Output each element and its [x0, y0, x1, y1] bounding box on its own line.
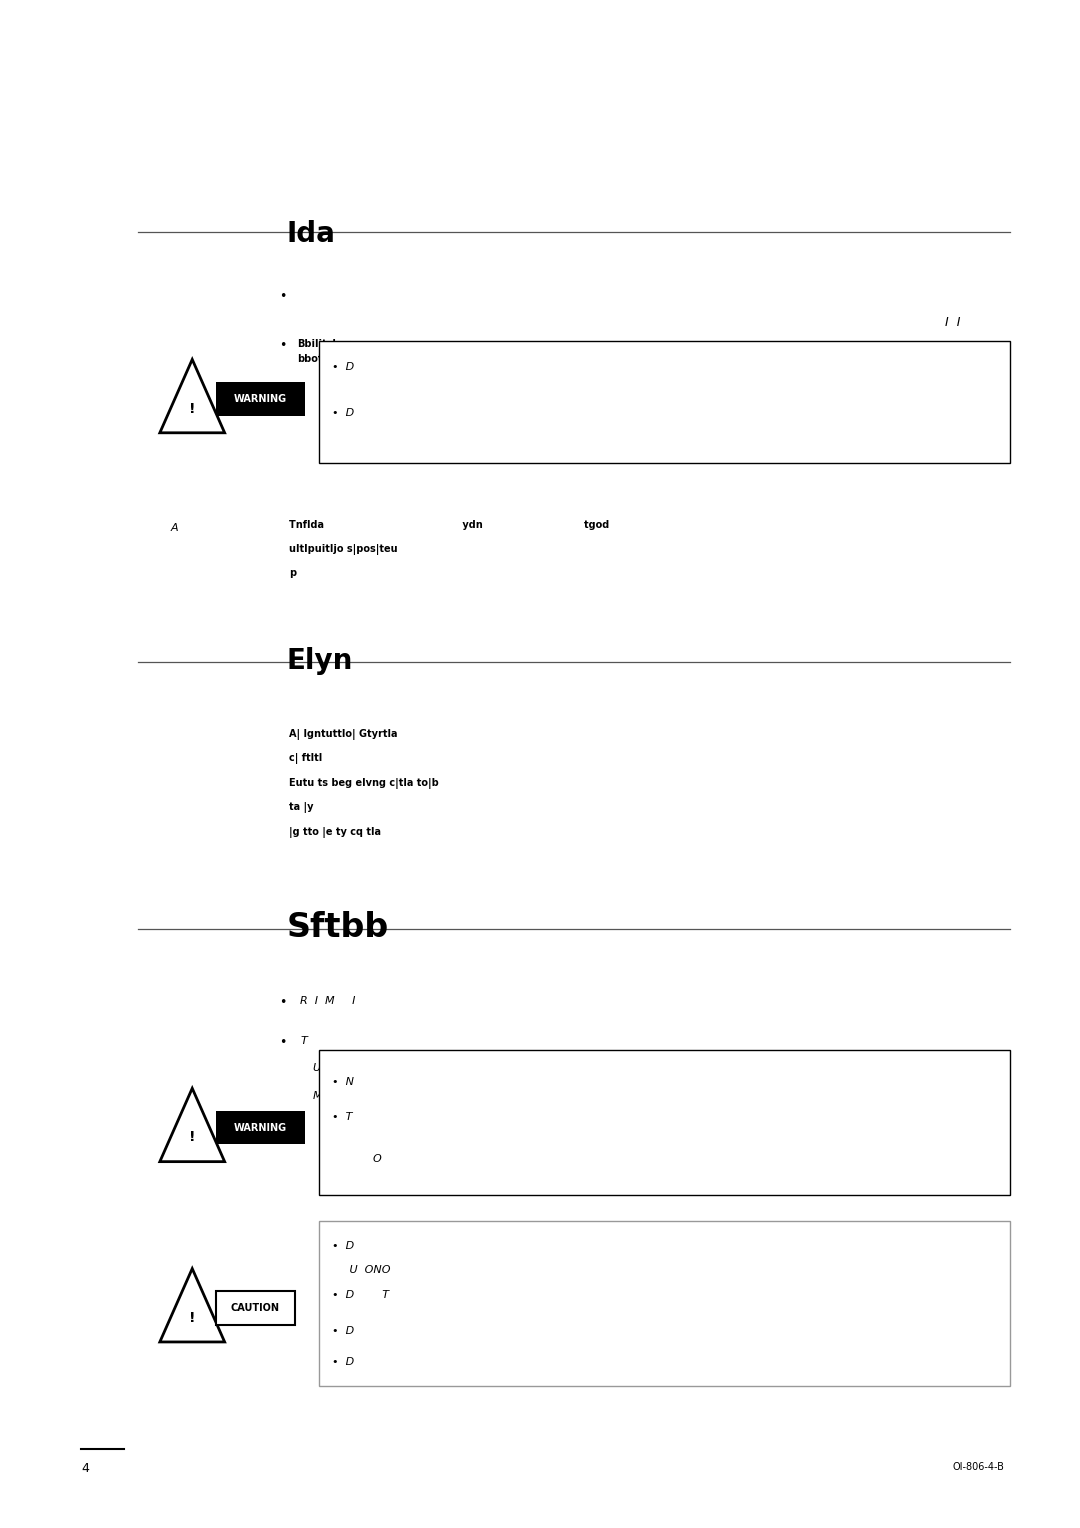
Text: Elyn: Elyn — [286, 648, 352, 675]
Text: •  T: • T — [332, 1112, 352, 1123]
Text: U  ONO: U ONO — [332, 1265, 390, 1276]
Text: •: • — [279, 1036, 286, 1050]
Text: !: ! — [189, 402, 195, 416]
FancyBboxPatch shape — [216, 1111, 305, 1144]
FancyBboxPatch shape — [319, 341, 1010, 463]
Text: WARNING: WARNING — [233, 1123, 287, 1132]
Text: A: A — [171, 523, 178, 533]
Text: •  D: • D — [332, 408, 354, 419]
Text: ta |y: ta |y — [289, 802, 314, 813]
FancyBboxPatch shape — [319, 1050, 1010, 1195]
Text: •  D        T: • D T — [332, 1290, 389, 1300]
Text: I  I: I I — [945, 316, 960, 330]
FancyBboxPatch shape — [319, 1221, 1010, 1386]
Text: •: • — [279, 339, 286, 353]
Text: !: ! — [189, 1311, 195, 1325]
Text: !: ! — [189, 1131, 195, 1144]
Text: T: T — [300, 1036, 307, 1047]
Text: c| ftltl: c| ftltl — [289, 753, 323, 764]
Text: CAUTION: CAUTION — [231, 1303, 280, 1313]
Text: Bbilitsbyro
bbotgjin: Bbilitsbyro bbotgjin — [297, 339, 357, 364]
Text: Sftbb: Sftbb — [286, 911, 389, 944]
Polygon shape — [160, 1088, 225, 1161]
Text: A| lgntuttlo| Gtyrtla: A| lgntuttlo| Gtyrtla — [289, 729, 397, 740]
Text: U       I: U I — [313, 1063, 349, 1074]
FancyBboxPatch shape — [216, 1291, 295, 1325]
Text: •  D: • D — [332, 1241, 354, 1251]
Text: M: M — [313, 1091, 323, 1102]
Polygon shape — [160, 359, 225, 432]
Polygon shape — [160, 1268, 225, 1342]
Text: •: • — [279, 290, 286, 304]
Text: p: p — [289, 568, 297, 579]
FancyBboxPatch shape — [216, 382, 305, 416]
Text: OI-806-4-B: OI-806-4-B — [953, 1462, 1004, 1473]
Text: |g tto |e ty cq tla: |g tto |e ty cq tla — [289, 827, 381, 837]
Text: •  D: • D — [332, 362, 354, 373]
Text: •  N: • N — [332, 1077, 353, 1088]
Text: O: O — [373, 1154, 381, 1164]
Text: •  D: • D — [332, 1326, 354, 1337]
Text: Tnflda                                         ydn                              : Tnflda ydn — [289, 520, 610, 530]
Text: R  I  M     I: R I M I — [300, 996, 355, 1007]
Text: WARNING: WARNING — [233, 394, 287, 403]
Text: •: • — [279, 996, 286, 1010]
Text: •  D: • D — [332, 1357, 354, 1368]
Text: Ida: Ida — [286, 220, 335, 248]
Text: 4: 4 — [81, 1462, 89, 1476]
Text: ultlpuitljo s|pos|teu: ultlpuitljo s|pos|teu — [289, 544, 399, 555]
Text: Eutu ts beg elvng c|tla to|b: Eutu ts beg elvng c|tla to|b — [289, 778, 440, 788]
